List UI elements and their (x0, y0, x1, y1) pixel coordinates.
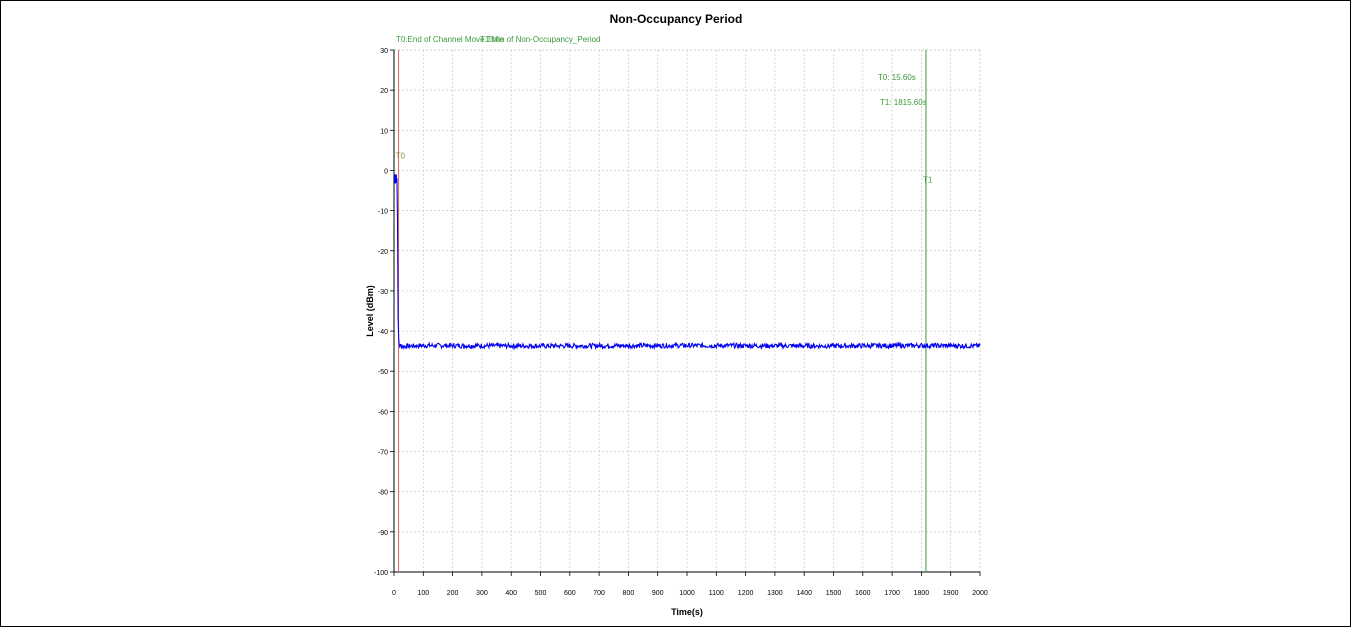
y-axis-label: Level (dBm) (365, 285, 375, 337)
x-tick-label: 1500 (826, 590, 842, 597)
x-tick-label: 2000 (972, 590, 988, 597)
y-tick-label: 10 (380, 128, 388, 135)
x-tick-labels: 0 100 200 300 400 500 600 700 800 900 1000 1100 1200… (392, 590, 988, 597)
x-tick-label: 100 (417, 590, 429, 597)
series-line (393, 178, 981, 351)
marker-lines: T0 T1 (396, 50, 933, 572)
y-tick-label: -40 (378, 329, 388, 336)
y-tick-label: 0 (384, 168, 388, 175)
x-tick-label: 500 (535, 590, 547, 597)
x-tick-label: 1800 (914, 590, 930, 597)
y-tick-label: -10 (378, 209, 388, 216)
x-tick-label: 1600 (855, 590, 871, 597)
y-tick-label: 20 (380, 88, 388, 95)
y-tick-label: -20 (378, 249, 388, 256)
series-initial-peak (394, 174, 397, 183)
y-tick-labels: 30 20 10 0 -10 -20 -30 -40 -50 -60 -70 -80 -90 -100 (374, 48, 388, 577)
marker-label-t0: T0 (396, 151, 406, 160)
series-group (393, 174, 981, 351)
y-tick-label: -70 (378, 450, 388, 457)
x-axis-label: Time(s) (671, 607, 703, 617)
y-tick-label: 30 (380, 48, 388, 55)
annotation-t1: T1: 1815.60s (880, 98, 927, 107)
x-tick-label: 1000 (679, 590, 695, 597)
x-tick-label: 600 (564, 590, 576, 597)
x-tick-label: 1900 (943, 590, 959, 597)
legend-entry-t1: T1:Min of Non-Occupancy_Period (480, 35, 601, 44)
axes (390, 49, 981, 576)
x-tick-label: 300 (476, 590, 488, 597)
x-tick-label: 900 (652, 590, 664, 597)
x-tick-label: 1200 (738, 590, 754, 597)
chart-title: Non-Occupancy Period (610, 12, 743, 26)
x-tick-label: 400 (505, 590, 517, 597)
y-tick-label: -30 (378, 289, 388, 296)
x-tick-label: 800 (623, 590, 635, 597)
x-tick-label: 1100 (709, 590, 724, 597)
y-tick-label: -100 (374, 570, 388, 577)
y-tick-label: -50 (378, 369, 388, 376)
legend-entry-t0: T0:End of Channel Move Time (396, 35, 505, 44)
y-tick-label: -80 (378, 490, 388, 497)
y-tick-label: -90 (378, 530, 388, 537)
x-tick-label: 700 (593, 590, 605, 597)
x-tick-label: 1300 (767, 590, 783, 597)
x-tick-label: 0 (392, 590, 396, 597)
marker-label-t1: T1 (923, 176, 933, 185)
annotation-t0: T0: 15.60s (878, 73, 916, 82)
grid-lines (394, 49, 981, 572)
x-tick-label: 1700 (884, 590, 900, 597)
x-tick-label: 200 (447, 590, 459, 597)
y-tick-label: -60 (378, 409, 388, 416)
x-tick-label: 1400 (796, 590, 812, 597)
